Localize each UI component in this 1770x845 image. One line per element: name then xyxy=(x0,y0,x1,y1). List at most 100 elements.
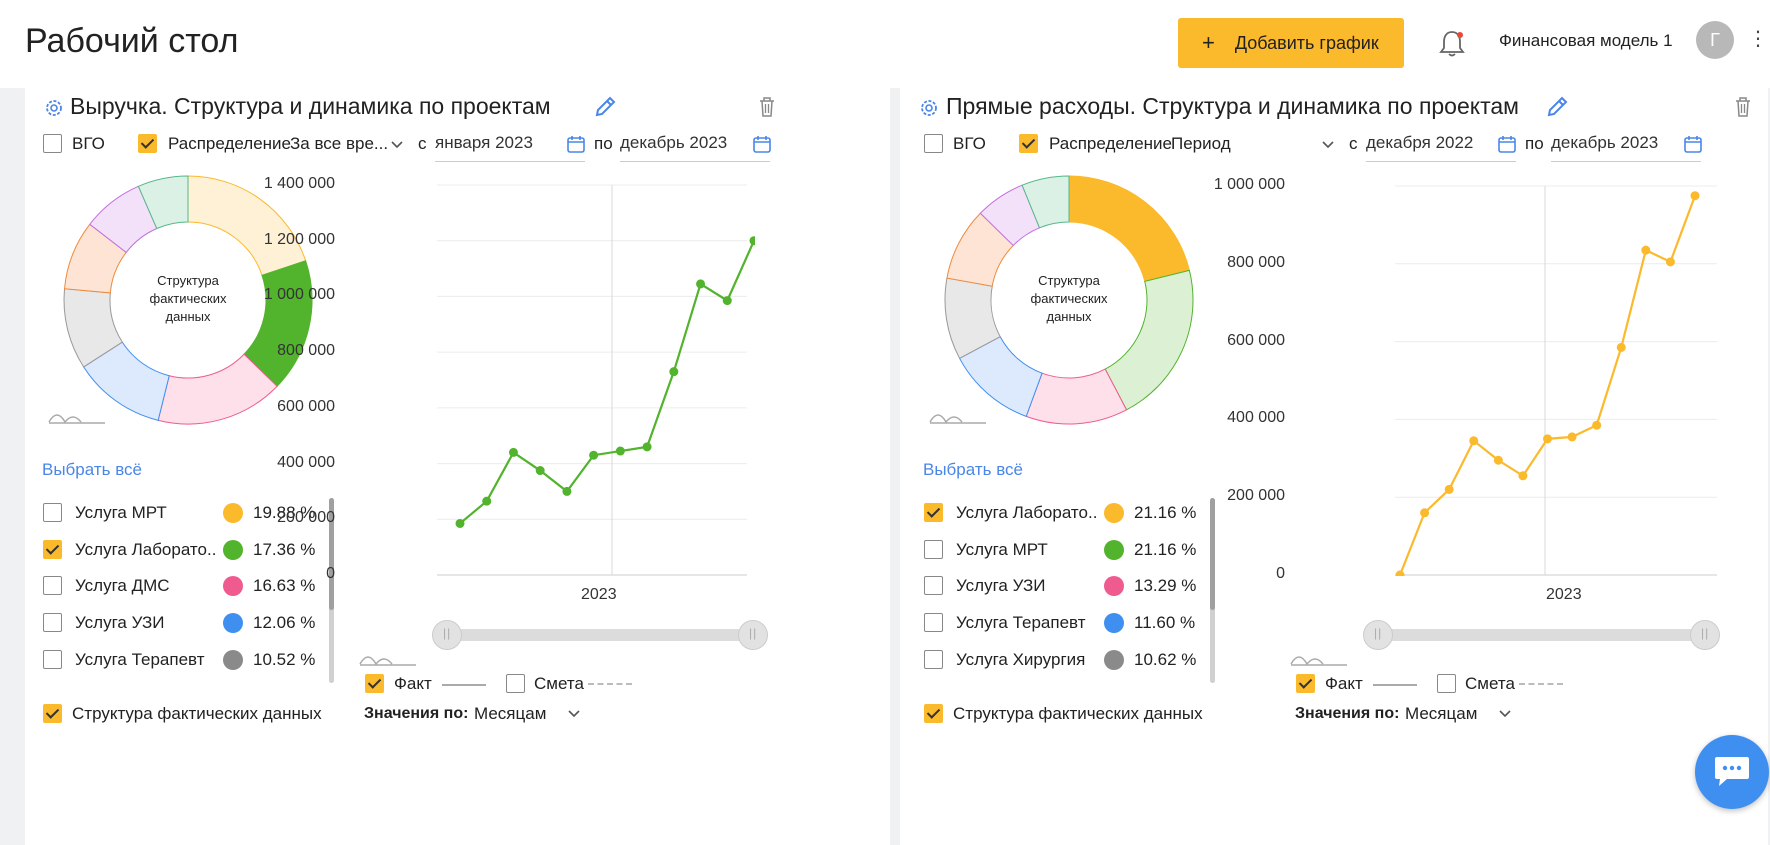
calendar-icon[interactable] xyxy=(1683,134,1703,154)
to-date-input[interactable]: декабрь 2023 xyxy=(620,126,770,162)
distribution-select[interactable]: За все вре... xyxy=(290,134,389,153)
values-by-select[interactable]: Месяцам xyxy=(474,704,547,723)
chevron-down-icon[interactable] xyxy=(566,706,582,722)
data-point[interactable] xyxy=(642,442,652,452)
legend-item[interactable]: Услуга Хирургия 10.62 % xyxy=(924,647,1214,675)
legend-item[interactable]: Услуга МРТ 21.16 % xyxy=(924,537,1214,565)
fact-checkbox[interactable] xyxy=(365,674,384,693)
data-point[interactable] xyxy=(535,466,545,476)
distribution-checkbox[interactable] xyxy=(1019,134,1038,153)
data-point[interactable] xyxy=(696,279,706,289)
data-point[interactable] xyxy=(1567,432,1577,442)
plan-checkbox[interactable] xyxy=(1437,674,1456,693)
add-chart-button[interactable]: + Добавить график xyxy=(1178,18,1404,68)
legend-item[interactable]: Услуга УЗИ 13.29 % xyxy=(924,573,1214,601)
legend-item[interactable]: Услуга Лаборато... 17.36 % xyxy=(43,537,333,565)
data-point[interactable] xyxy=(482,496,492,506)
data-point[interactable] xyxy=(508,447,518,457)
range-slider-track[interactable] xyxy=(437,629,767,641)
data-point[interactable] xyxy=(1444,484,1454,494)
legend-item[interactable]: Услуга МРТ 19.88 % xyxy=(43,500,333,528)
data-point[interactable] xyxy=(1420,508,1430,518)
range-slider-end-handle[interactable] xyxy=(1690,620,1720,650)
line-chart[interactable] xyxy=(437,176,755,576)
chat-button[interactable] xyxy=(1695,735,1769,809)
legend-checkbox[interactable] xyxy=(43,576,62,596)
vgo-checkbox[interactable] xyxy=(43,134,62,153)
legend-item[interactable]: Услуга Лаборато... 21.16 % xyxy=(924,500,1214,528)
legend-checkbox[interactable] xyxy=(43,539,62,559)
donut-chart[interactable] xyxy=(943,174,1195,426)
donut-chart[interactable] xyxy=(62,174,314,426)
range-slider-track[interactable] xyxy=(1368,629,1718,641)
donut-segment[interactable] xyxy=(1068,175,1191,282)
range-slider-start-handle[interactable] xyxy=(432,620,462,650)
line-chart[interactable] xyxy=(1395,176,1725,576)
legend-checkbox[interactable] xyxy=(924,649,943,669)
data-point[interactable] xyxy=(1641,245,1651,255)
distribution-checkbox[interactable] xyxy=(138,134,157,153)
values-by-select[interactable]: Месяцам xyxy=(1405,704,1478,723)
legend-checkbox[interactable] xyxy=(924,576,943,596)
chevron-down-icon[interactable] xyxy=(1497,706,1513,722)
pencil-icon[interactable] xyxy=(1544,94,1570,120)
plan-checkbox[interactable] xyxy=(506,674,525,693)
legend-scrollbar-thumb[interactable] xyxy=(329,498,334,610)
calendar-icon[interactable] xyxy=(566,134,586,154)
legend-checkbox[interactable] xyxy=(43,613,62,633)
donut-segment[interactable] xyxy=(137,175,189,230)
structure-checkbox[interactable] xyxy=(924,704,943,723)
range-slider-start-handle[interactable] xyxy=(1363,620,1393,650)
legend-checkbox[interactable] xyxy=(924,613,943,633)
data-point[interactable] xyxy=(1616,342,1626,352)
data-point[interactable] xyxy=(722,296,732,306)
data-point[interactable] xyxy=(1592,420,1602,430)
data-point[interactable] xyxy=(1469,436,1479,446)
data-point[interactable] xyxy=(562,486,572,496)
data-point[interactable] xyxy=(1493,455,1503,465)
from-date-input[interactable]: января 2023 xyxy=(435,126,585,162)
legend-item[interactable]: Услуга ДМС 16.63 % xyxy=(43,573,333,601)
model-name[interactable]: Финансовая модель 1 xyxy=(1499,31,1673,50)
data-point[interactable] xyxy=(1543,434,1552,444)
avatar[interactable]: Г xyxy=(1696,21,1734,59)
vgo-checkbox[interactable] xyxy=(924,134,943,153)
gear-icon[interactable] xyxy=(43,97,65,119)
fact-checkbox[interactable] xyxy=(1296,674,1315,693)
data-point[interactable] xyxy=(589,450,599,460)
calendar-icon[interactable] xyxy=(752,134,772,154)
legend-item[interactable]: Услуга УЗИ 12.06 % xyxy=(43,610,333,638)
data-point[interactable] xyxy=(455,518,465,528)
legend-checkbox[interactable] xyxy=(924,503,943,522)
trash-icon[interactable] xyxy=(757,96,777,118)
data-point[interactable] xyxy=(1665,257,1675,267)
chevron-down-icon[interactable] xyxy=(1320,137,1336,153)
data-point[interactable] xyxy=(669,367,679,377)
legend-item[interactable]: Услуга Терапевт 11.60 % xyxy=(924,610,1214,638)
chevron-down-icon[interactable] xyxy=(389,137,405,153)
data-point[interactable] xyxy=(615,446,625,456)
select-all-link[interactable]: Выбрать всё xyxy=(923,460,1023,479)
trash-icon[interactable] xyxy=(1733,96,1753,118)
structure-checkbox[interactable] xyxy=(43,704,62,723)
legend-scrollbar-thumb[interactable] xyxy=(1210,498,1215,610)
calendar-icon[interactable] xyxy=(1497,134,1517,154)
legend-item[interactable]: Услуга Терапевт 10.52 % xyxy=(43,647,333,675)
to-date-input[interactable]: декабрь 2023 xyxy=(1551,126,1701,162)
gear-icon[interactable] xyxy=(918,97,940,119)
data-point[interactable] xyxy=(1395,570,1405,577)
select-all-link[interactable]: Выбрать всё xyxy=(42,460,142,479)
donut-segment[interactable] xyxy=(1021,175,1070,229)
data-point[interactable] xyxy=(749,236,756,246)
kebab-menu-icon[interactable]: ⋮ xyxy=(1748,28,1768,50)
range-slider-end-handle[interactable] xyxy=(738,620,768,650)
from-date-input[interactable]: декабря 2022 xyxy=(1366,126,1516,162)
bell-icon[interactable] xyxy=(1435,26,1469,60)
pencil-icon[interactable] xyxy=(592,94,618,120)
legend-checkbox[interactable] xyxy=(43,649,62,669)
distribution-select[interactable]: Период xyxy=(1171,134,1231,153)
legend-checkbox[interactable] xyxy=(924,539,943,559)
legend-checkbox[interactable] xyxy=(43,503,62,522)
data-point[interactable] xyxy=(1518,471,1528,481)
data-point[interactable] xyxy=(1690,191,1700,201)
